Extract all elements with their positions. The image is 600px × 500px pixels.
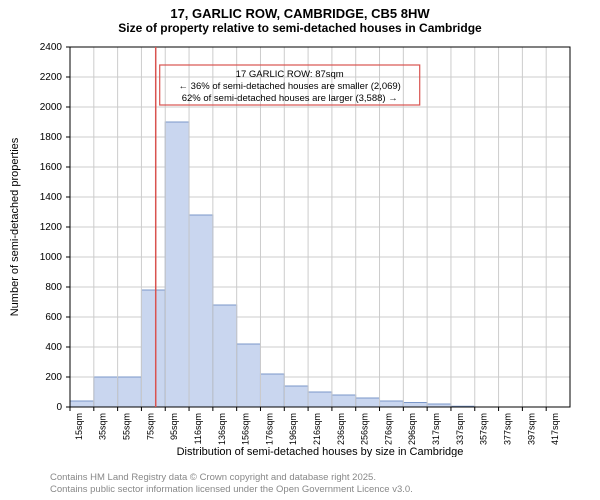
svg-text:1800: 1800 <box>40 132 63 143</box>
footer-attribution: Contains HM Land Registry data © Crown c… <box>50 472 413 496</box>
histogram-bar <box>141 290 165 407</box>
histogram-bar <box>356 398 380 407</box>
histogram-bar <box>380 401 404 407</box>
x-tick-label: 35sqm <box>98 413 108 440</box>
histogram-bar <box>260 374 284 407</box>
x-tick-label: 276sqm <box>383 413 393 445</box>
x-tick-label: 417sqm <box>550 413 560 445</box>
x-tick-label: 317sqm <box>431 413 441 445</box>
histogram-bar <box>332 395 356 407</box>
x-tick-label: 236sqm <box>336 413 346 445</box>
x-tick-label: 296sqm <box>407 413 417 445</box>
histogram-bar <box>213 305 237 407</box>
x-axis-label: Distribution of semi-detached houses by … <box>177 446 464 457</box>
histogram-bar <box>403 403 427 408</box>
x-tick-label: 95sqm <box>169 413 179 440</box>
footer-line1: Contains HM Land Registry data © Crown c… <box>50 472 413 484</box>
y-axis-label: Number of semi-detached properties <box>9 137 21 316</box>
histogram-bar <box>118 377 142 407</box>
footer-line2: Contains public sector information licen… <box>50 484 413 496</box>
histogram-bar <box>284 386 308 407</box>
svg-text:1400: 1400 <box>40 192 63 203</box>
svg-text:0: 0 <box>56 402 62 413</box>
annotation-line3: 62% of semi-detached houses are larger (… <box>182 93 398 104</box>
svg-text:2000: 2000 <box>40 102 63 113</box>
histogram-bar <box>189 215 213 407</box>
histogram-bar <box>70 401 94 407</box>
histogram-bar <box>237 344 261 407</box>
x-tick-label: 15sqm <box>74 413 84 440</box>
annotation-line2: ← 36% of semi-detached houses are smalle… <box>179 81 401 92</box>
x-tick-label: 156sqm <box>241 413 251 445</box>
chart-svg: 0 200 400 600 800 1000 1200 1400 1600 1800 2000 220… <box>0 37 600 457</box>
x-tick-label: 116sqm <box>193 413 203 444</box>
svg-text:1000: 1000 <box>40 252 63 263</box>
x-tick-label: 196sqm <box>288 413 298 445</box>
histogram-bar <box>308 392 332 407</box>
page-title-line1: 17, GARLIC ROW, CAMBRIDGE, CB5 8HW <box>0 6 600 21</box>
x-tick-label: 337sqm <box>455 413 465 445</box>
x-tick-label: 136sqm <box>217 413 227 445</box>
histogram-bar <box>165 122 189 407</box>
histogram-chart: 0 200 400 600 800 1000 1200 1400 1600 1800 2000 220… <box>0 37 600 457</box>
x-tick-label: 216sqm <box>312 413 322 445</box>
title-block: 17, GARLIC ROW, CAMBRIDGE, CB5 8HW Size … <box>0 0 600 37</box>
svg-text:400: 400 <box>45 342 62 353</box>
histogram-bar <box>94 377 118 407</box>
svg-text:600: 600 <box>45 312 62 323</box>
page-title-line2: Size of property relative to semi-detach… <box>0 21 600 35</box>
x-tick-label: 176sqm <box>264 413 274 445</box>
x-tick-label: 75sqm <box>145 413 155 440</box>
svg-text:800: 800 <box>45 282 62 293</box>
x-tick-label: 357sqm <box>479 413 489 445</box>
annotation-line1: 17 GARLIC ROW: 87sqm <box>236 69 344 80</box>
svg-text:2400: 2400 <box>40 42 63 53</box>
svg-text:2200: 2200 <box>40 72 63 83</box>
svg-text:1600: 1600 <box>40 162 63 173</box>
svg-text:1200: 1200 <box>40 222 63 233</box>
x-tick-label: 55sqm <box>122 413 132 440</box>
svg-text:200: 200 <box>45 372 62 383</box>
x-tick-label: 256sqm <box>360 413 370 445</box>
x-tick-label: 397sqm <box>526 413 536 445</box>
x-tick-label: 377sqm <box>502 413 512 445</box>
